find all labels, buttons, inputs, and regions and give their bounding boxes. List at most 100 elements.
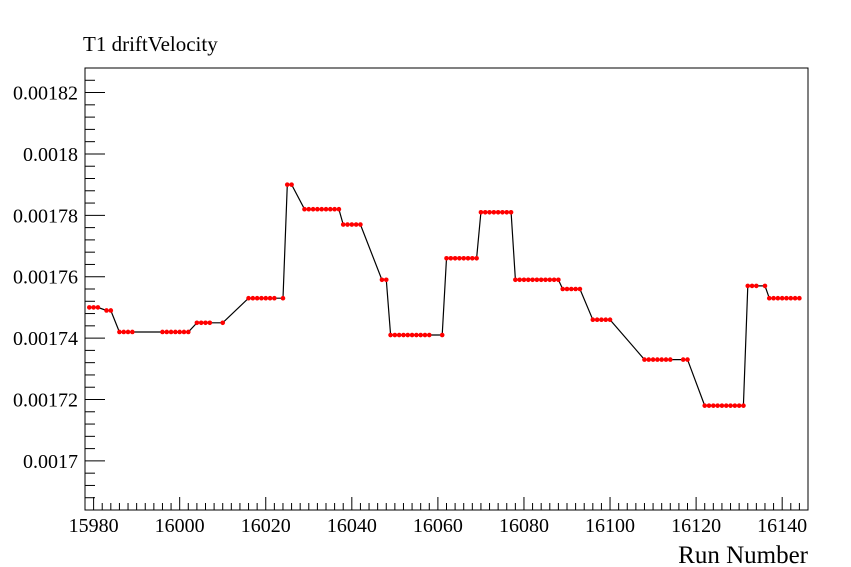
data-point — [426, 332, 432, 338]
data-point — [104, 308, 109, 313]
data-point — [525, 277, 531, 283]
data-point — [513, 277, 518, 283]
data-point — [736, 403, 742, 408]
data-point — [396, 332, 402, 338]
chart-title: T1 driftVelocity — [83, 32, 218, 56]
x-tick-label: 16060 — [413, 515, 463, 537]
data-point — [577, 286, 583, 292]
data-point — [792, 295, 798, 301]
data-point — [500, 209, 505, 215]
data-point — [246, 295, 251, 301]
data-point — [125, 329, 131, 335]
y-tick-label: 0.00176 — [13, 267, 78, 289]
data-point — [358, 222, 363, 227]
data-point — [263, 295, 269, 301]
data-point — [306, 206, 312, 212]
data-point — [482, 209, 488, 215]
data-point — [547, 277, 553, 283]
data-point — [164, 329, 170, 335]
data-point — [267, 295, 273, 301]
data-point — [784, 295, 789, 301]
data-point — [198, 320, 204, 326]
data-point — [667, 357, 673, 362]
data-point — [603, 317, 609, 322]
data-point — [491, 209, 497, 215]
data-point — [556, 277, 561, 283]
data-point — [87, 305, 92, 310]
data-point — [711, 403, 716, 408]
data-point — [181, 329, 187, 335]
data-point — [383, 277, 389, 283]
data-point — [646, 357, 652, 362]
data-point — [655, 357, 660, 362]
data-point — [470, 256, 475, 261]
data-point — [569, 286, 574, 292]
x-tick-label: 15980 — [69, 515, 119, 537]
data-point — [207, 320, 213, 326]
data-point — [504, 209, 510, 215]
data-point — [797, 295, 802, 301]
data-point — [754, 283, 759, 289]
data-point — [310, 206, 316, 212]
data-point — [663, 357, 669, 362]
data-point — [340, 222, 346, 227]
data-point — [272, 295, 277, 301]
x-tick-label: 16040 — [327, 515, 377, 537]
x-axis: 15980 16000 16020 16040 16060 16080 16100 16120… — [69, 497, 809, 537]
series-layer — [87, 182, 802, 408]
data-point — [590, 317, 596, 322]
data-point — [319, 206, 324, 212]
data-point — [530, 277, 535, 283]
data-point — [203, 320, 208, 326]
data-point — [194, 320, 200, 326]
data-point — [345, 222, 350, 227]
data-point — [702, 403, 708, 408]
data-point — [517, 277, 522, 283]
x-tick-label: 16120 — [671, 515, 721, 537]
data-point — [642, 357, 647, 362]
data-point — [461, 256, 467, 261]
x-tick-label: 16080 — [499, 515, 549, 537]
data-point — [715, 403, 720, 408]
data-point — [130, 329, 135, 335]
data-point — [220, 320, 226, 326]
series-line — [89, 184, 800, 407]
data-point — [117, 329, 122, 335]
data-point — [495, 209, 501, 215]
data-point — [607, 317, 613, 322]
data-point — [315, 206, 320, 212]
data-point — [168, 329, 174, 335]
data-point — [259, 295, 264, 301]
data-point — [448, 256, 454, 261]
data-point — [173, 329, 178, 335]
plot-frame — [84, 67, 809, 511]
data-point — [332, 206, 337, 212]
data-point — [560, 286, 565, 292]
y-tick-label: 0.00178 — [13, 205, 78, 227]
data-point — [95, 305, 101, 310]
data-point — [465, 256, 471, 261]
data-point — [749, 283, 755, 289]
data-point — [392, 332, 398, 338]
data-point — [564, 286, 570, 292]
y-tick-label: 0.00182 — [13, 83, 78, 105]
y-tick-label: 0.00174 — [13, 328, 78, 350]
data-point — [775, 295, 781, 301]
data-point — [353, 222, 359, 227]
data-point — [323, 206, 329, 212]
data-point — [474, 256, 479, 261]
data-point — [91, 305, 96, 310]
data-point — [594, 317, 600, 322]
data-point — [543, 277, 548, 283]
data-point — [728, 403, 733, 408]
data-point — [771, 295, 776, 301]
data-point — [719, 403, 725, 408]
data-point — [478, 209, 484, 215]
data-point — [573, 286, 578, 292]
data-point — [254, 295, 260, 301]
data-point — [685, 357, 690, 362]
data-point — [349, 222, 355, 227]
data-point — [444, 256, 449, 261]
data-point — [534, 277, 540, 283]
